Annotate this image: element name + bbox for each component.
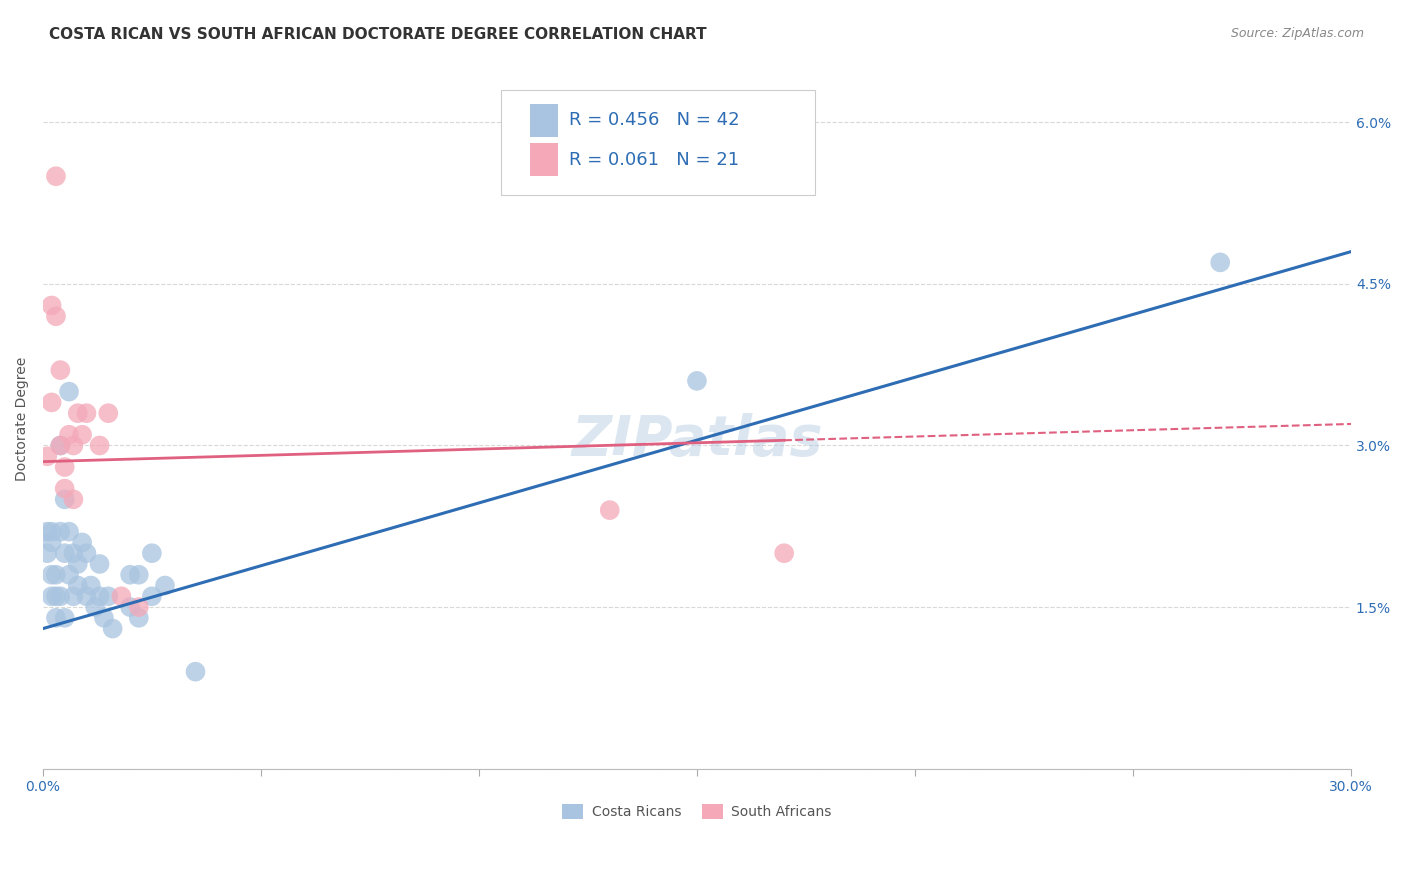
Point (45, 567, 67, 582)
Y-axis label: Doctorate Degree: Doctorate Degree (15, 357, 30, 481)
Point (97, 406, 120, 420)
Point (53, 546, 76, 560)
FancyBboxPatch shape (530, 103, 558, 137)
Point (41, 589, 63, 603)
Point (62, 546, 84, 560)
Text: R = 0.456   N = 42: R = 0.456 N = 42 (569, 112, 740, 129)
Point (66, 406, 89, 420)
Point (53, 492, 76, 507)
Point (66, 557, 89, 571)
Point (45, 169, 67, 184)
Point (37, 524, 59, 539)
Point (128, 600, 150, 615)
Point (141, 546, 163, 560)
Point (62, 438, 84, 452)
FancyBboxPatch shape (530, 143, 558, 177)
Text: ZIPatlas: ZIPatlas (571, 413, 823, 467)
Point (70, 535, 93, 549)
Point (45, 611, 67, 625)
Point (599, 503, 621, 517)
Point (58, 524, 80, 539)
Point (120, 600, 142, 615)
Point (128, 567, 150, 582)
Point (97, 589, 120, 603)
Point (686, 374, 709, 388)
Legend: Costa Ricans, South Africans: Costa Ricans, South Africans (557, 798, 837, 825)
Point (120, 567, 142, 582)
Point (45, 589, 67, 603)
Text: Source: ZipAtlas.com: Source: ZipAtlas.com (1230, 27, 1364, 40)
Point (1209, 255, 1232, 269)
Point (76, 406, 98, 420)
Text: COSTA RICAN VS SOUTH AFRICAN DOCTORATE DEGREE CORRELATION CHART: COSTA RICAN VS SOUTH AFRICAN DOCTORATE D… (49, 27, 707, 42)
Point (49, 363, 72, 377)
Point (84, 600, 107, 615)
Point (62, 492, 84, 507)
Point (101, 622, 124, 636)
Point (62, 589, 84, 603)
Point (49, 524, 72, 539)
Point (41, 535, 63, 549)
Point (49, 438, 72, 452)
Text: R = 0.061   N = 21: R = 0.061 N = 21 (569, 151, 740, 169)
Point (89, 589, 111, 603)
Point (58, 567, 80, 582)
Point (49, 438, 72, 452)
Point (41, 395, 63, 409)
Point (53, 611, 76, 625)
Point (141, 589, 163, 603)
Point (66, 578, 89, 592)
Point (37, 450, 59, 464)
Point (58, 384, 80, 399)
Point (128, 611, 150, 625)
Point (89, 438, 111, 452)
Point (773, 546, 796, 560)
Point (37, 546, 59, 560)
Point (110, 589, 132, 603)
Point (76, 589, 98, 603)
Point (184, 665, 207, 679)
Point (41, 567, 63, 582)
Point (45, 310, 67, 324)
FancyBboxPatch shape (501, 89, 814, 194)
Point (53, 482, 76, 496)
Point (49, 589, 72, 603)
Point (80, 578, 103, 592)
Point (76, 546, 98, 560)
Point (53, 460, 76, 475)
Point (41, 298, 63, 312)
Point (93, 611, 115, 625)
Point (58, 427, 80, 442)
Point (89, 557, 111, 571)
Point (70, 427, 93, 442)
Point (153, 578, 176, 592)
Point (41, 524, 63, 539)
